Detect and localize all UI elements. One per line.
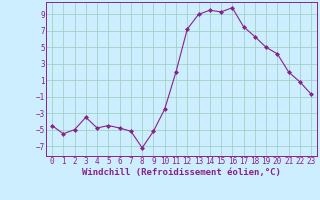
X-axis label: Windchill (Refroidissement éolien,°C): Windchill (Refroidissement éolien,°C): [82, 168, 281, 177]
